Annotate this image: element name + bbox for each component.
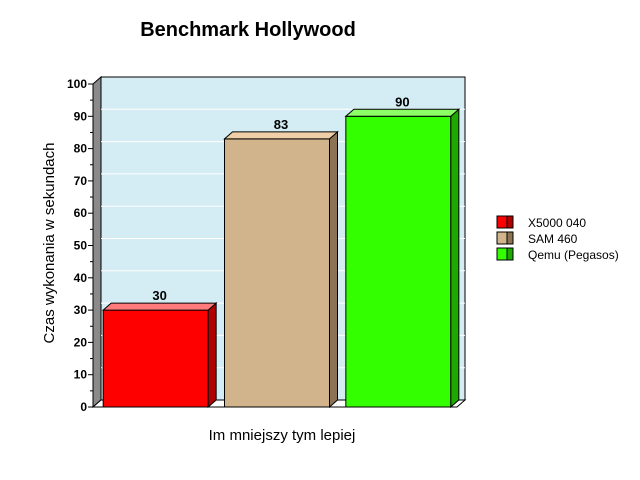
legend-swatch-front	[496, 215, 508, 229]
y-tick-label: 50	[74, 239, 88, 253]
bar-value-label: 30	[152, 288, 166, 303]
y-tick-label: 10	[74, 368, 88, 382]
legend-swatch-side	[506, 247, 514, 261]
bar-top-face	[344, 108, 461, 117]
legend-item: X5000 040	[496, 215, 586, 230]
bar-side-face	[207, 301, 217, 409]
legend-swatch-side	[506, 231, 514, 245]
legend-swatch-side	[506, 215, 514, 229]
bar-front-face	[224, 138, 330, 408]
bar-side-face	[450, 108, 460, 409]
y-tick-label: 40	[74, 271, 88, 285]
y-tick-label: 70	[74, 174, 88, 188]
y-tick-label: 0	[80, 400, 87, 414]
bar-front-face	[102, 309, 209, 408]
legend-label: SAM 460	[528, 232, 578, 246]
bar-front-face	[345, 115, 452, 408]
legend-item: SAM 460	[496, 231, 578, 246]
legend-item: Qemu (Pegasos)	[496, 247, 619, 262]
y-tick-label: 30	[74, 303, 88, 317]
bar-top-face	[101, 302, 218, 311]
y-axis-label: Czas wykonania w sekundach	[41, 143, 58, 344]
legend-label: Qemu (Pegasos)	[528, 248, 619, 262]
bar-3: 90	[344, 94, 461, 409]
y-tick-label: 20	[74, 335, 88, 349]
bar-value-label: 83	[274, 117, 288, 132]
y-tick-label: 60	[74, 206, 88, 220]
legend-swatch-front	[496, 231, 508, 245]
legend-swatch-front	[496, 247, 508, 261]
bars: 30 83 90	[101, 94, 461, 409]
chart-title: Benchmark Hollywood	[140, 19, 356, 41]
legend: X5000 040 SAM 460 Qemu (Pegasos)	[496, 215, 619, 262]
y-axis: 0 10 20 30 40 50 60 70 80 90 100	[67, 77, 94, 414]
bar-2: 83	[223, 117, 339, 409]
plot-left-wall	[92, 75, 102, 409]
x-axis-label: Im mniejszy tym lepiej	[209, 427, 356, 444]
y-tick-label: 100	[67, 77, 87, 91]
bar-value-label: 90	[395, 94, 409, 109]
y-tick-label: 90	[74, 109, 88, 123]
bar-top-face	[223, 131, 339, 140]
bar-side-face	[329, 130, 338, 409]
plot-area: 0 10 20 30 40 50 60 70 80 90 100 30 83 90	[67, 75, 467, 414]
y-tick-label: 80	[74, 142, 88, 156]
bar-1: 30	[101, 288, 218, 409]
legend-label: X5000 040	[528, 216, 586, 230]
